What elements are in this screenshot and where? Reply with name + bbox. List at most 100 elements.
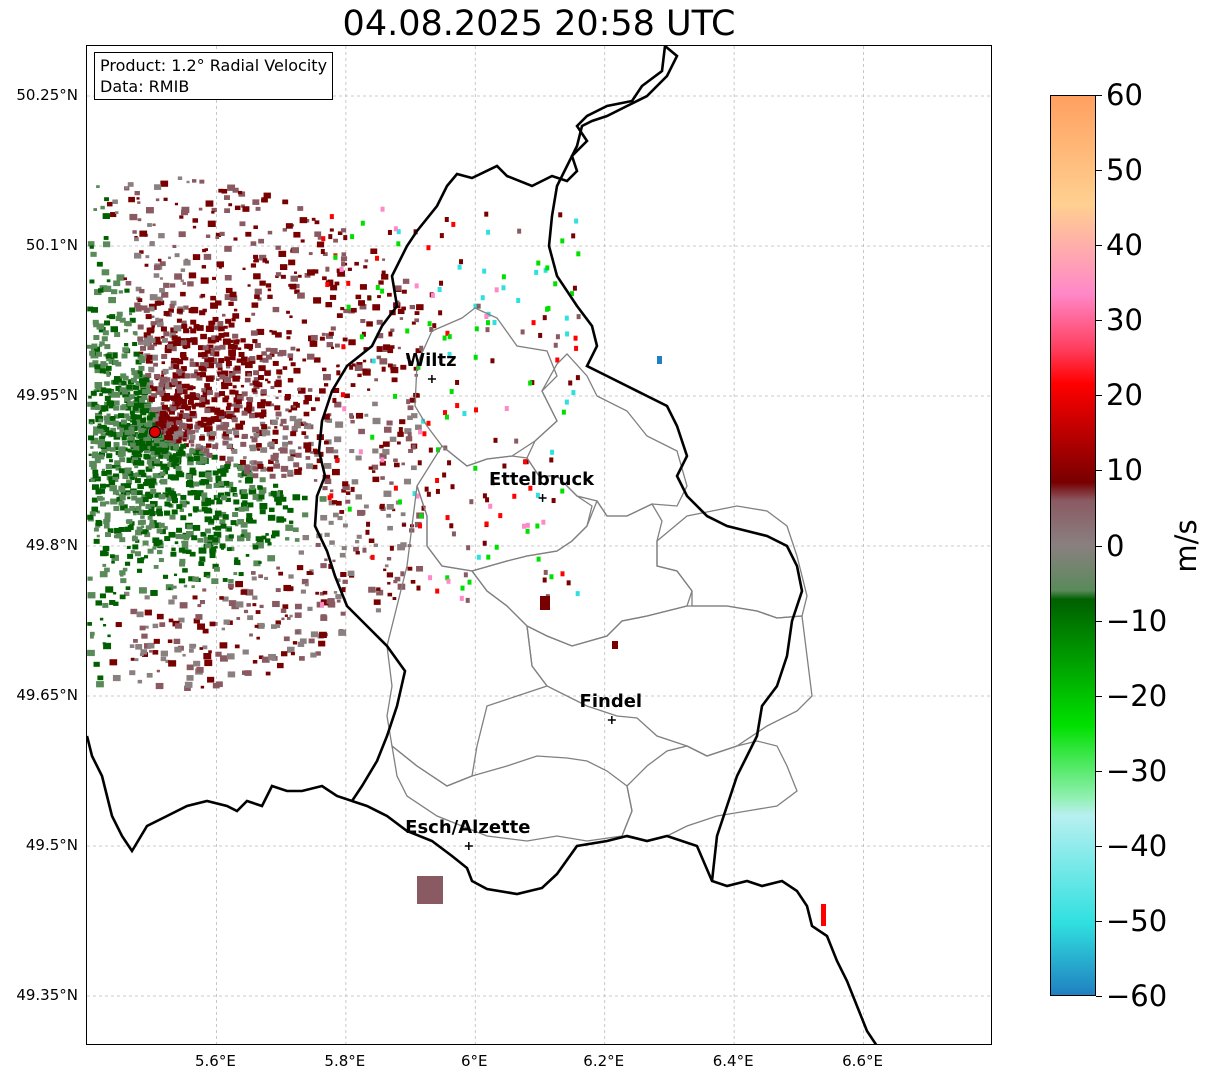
radar-echo	[322, 474, 331, 481]
radar-echo	[171, 357, 175, 361]
radar-echo	[323, 383, 329, 387]
radar-echo	[193, 455, 200, 461]
radar-echo	[523, 459, 528, 465]
radar-echo	[160, 463, 169, 470]
radar-echo	[100, 205, 105, 210]
radar-echo	[175, 533, 182, 539]
radar-echo	[196, 666, 204, 673]
radar-echo	[226, 527, 232, 532]
radar-echo	[249, 356, 256, 362]
colorbar-tick	[1096, 245, 1102, 247]
radar-echo	[125, 483, 132, 489]
radar-echo	[150, 354, 158, 361]
radar-echo	[208, 434, 215, 440]
radar-echo	[403, 478, 412, 485]
radar-echo	[199, 396, 206, 402]
radar-echo	[183, 328, 190, 334]
radar-echo	[163, 396, 170, 402]
radar-echo	[181, 432, 188, 438]
radar-echo	[139, 438, 146, 444]
radar-echo	[186, 479, 193, 485]
lat-tick-label: 50.1°N	[25, 236, 78, 254]
radar-echo	[341, 546, 347, 551]
radar-echo	[213, 325, 219, 330]
radar-echo	[275, 459, 280, 464]
radar-echo	[169, 514, 176, 520]
radar-echo	[178, 547, 185, 553]
radar-echo	[186, 453, 193, 459]
radar-site-marker[interactable]	[148, 426, 161, 438]
radar-echo	[143, 408, 150, 414]
radar-echo	[140, 381, 147, 387]
radar-echo	[190, 319, 197, 325]
radar-echo	[117, 426, 121, 430]
radar-echo	[342, 337, 348, 342]
radar-echo	[92, 360, 99, 366]
colorbar-tick	[1096, 695, 1102, 697]
radar-echo	[96, 185, 100, 189]
radar-echo	[360, 220, 365, 226]
radar-echo	[178, 231, 186, 238]
radar-echo	[290, 362, 296, 367]
radar-echo	[309, 340, 318, 347]
radar-echo	[118, 290, 123, 294]
radar-echo	[290, 431, 297, 437]
radar-echo	[375, 285, 380, 291]
radar-echo	[102, 330, 109, 336]
radar-echo	[294, 612, 302, 618]
radar-echo	[150, 488, 157, 494]
radar-echo	[432, 323, 437, 329]
radar-echo	[136, 421, 143, 427]
radar-echo	[112, 420, 119, 426]
radar-echo	[386, 572, 394, 578]
radar-echo	[94, 412, 103, 419]
radar-echo	[88, 435, 95, 441]
radar-echo	[292, 527, 299, 533]
radar-echo	[212, 563, 219, 569]
radar-echo	[408, 448, 414, 453]
radar-echo	[364, 413, 369, 417]
radar-echo	[337, 270, 345, 277]
radar-echo	[251, 312, 256, 316]
radar-echo	[237, 519, 245, 525]
radar-echo	[208, 320, 215, 326]
radar-echo	[216, 499, 223, 505]
radar-site-dot[interactable]	[148, 426, 161, 438]
radar-echo	[136, 526, 143, 532]
radar-echo	[135, 425, 142, 431]
radar-echo	[150, 321, 156, 326]
radar-echo	[192, 406, 196, 410]
radar-echo	[271, 439, 278, 445]
radar-echo	[104, 516, 111, 522]
radar-echo	[96, 261, 103, 267]
radar-echo	[260, 389, 267, 395]
radar-echo	[342, 523, 348, 528]
radar-echo	[338, 629, 347, 636]
radar-echo	[240, 356, 248, 362]
radar-echo	[355, 294, 362, 300]
radar-echo	[195, 490, 204, 497]
radar-echo	[137, 679, 143, 684]
radar-echo	[184, 681, 193, 688]
radar-echo	[144, 405, 151, 411]
radar-echo	[231, 448, 238, 454]
map-panel[interactable]	[86, 45, 992, 1045]
radar-echo	[247, 372, 252, 377]
radar-echo	[188, 308, 195, 314]
radar-echo	[173, 638, 181, 645]
map-canvas	[87, 46, 991, 1044]
radar-echo	[199, 362, 206, 368]
radar-echo	[501, 285, 506, 291]
radar-echo	[96, 681, 104, 688]
radar-echo	[272, 429, 279, 435]
radar-echo	[302, 358, 307, 362]
radar-echo	[215, 494, 220, 498]
radar-echo	[233, 390, 239, 395]
radar-echo	[301, 431, 307, 435]
radar-echo	[148, 483, 155, 489]
radar-echo	[156, 511, 163, 517]
radar-echo	[249, 484, 256, 490]
radar-echo	[204, 358, 210, 363]
radar-echo	[93, 527, 99, 532]
radar-echo	[411, 321, 416, 325]
